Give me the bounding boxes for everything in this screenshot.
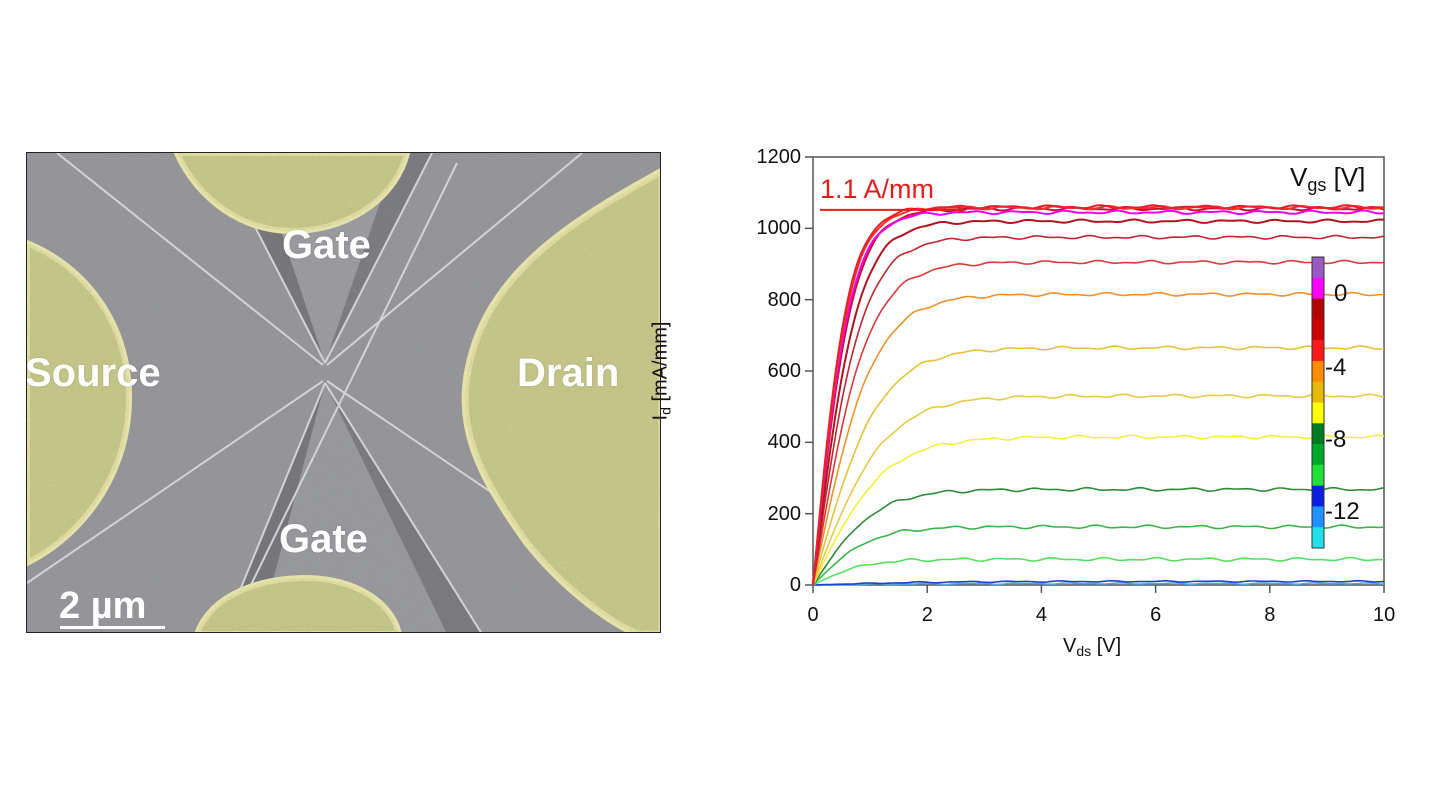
colorbar-segment [1312,506,1324,528]
colorbar-segment [1312,319,1324,341]
x-tick-label: 10 [1373,604,1396,626]
y-tick-label: 600 [767,360,801,382]
label-source: Source [26,351,161,395]
scale-bar-label: 2 µm [59,585,147,627]
label-gate-top: Gate [282,223,371,267]
y-tick-label: 1200 [756,146,802,168]
label-drain: Drain [517,351,620,395]
y-tick-label: 400 [767,431,801,454]
iv-curve [812,393,1385,586]
iv-curve [812,524,1385,586]
y-tick-label: 800 [767,288,801,311]
sem-micrograph: Gate Gate Source Drain 2 µm [26,152,661,633]
x-tick-label: 4 [1035,604,1048,626]
scale-bar [60,626,165,629]
colorbar-tick-minus8: -8 [1325,426,1347,453]
iv-curve [812,345,1385,586]
x-axis-title: Vds [V] [1063,635,1122,659]
x-tick-label: 0 [807,604,819,626]
iv-curve [812,291,1384,586]
colorbar-segment [1312,423,1324,445]
colorbar-segment [1312,527,1324,549]
iv-curve [812,556,1385,586]
y-tick-label: 0 [789,574,801,596]
colorbar-segment [1312,485,1324,507]
x-tick-label: 6 [1150,604,1162,626]
colorbar-segment [1312,257,1324,279]
colorbar-segment [1312,444,1324,466]
colorbar-tick-minus4: -4 [1325,354,1347,381]
y-axis-title: Id [mA/mm] [649,321,674,421]
y-tick-label: 1000 [756,217,802,240]
y-tick-label: 200 [767,502,801,525]
sem-structure [27,153,660,632]
colorbar-segment [1312,277,1324,300]
x-tick-label: 2 [921,604,933,626]
iv-curve [812,234,1385,586]
colorbar-segment [1312,402,1324,424]
colorbar-segment [1312,340,1324,362]
iv-curve [812,579,1385,586]
x-tick-label: 8 [1264,604,1276,626]
colorbar-title: Vgs [V] [1290,162,1366,195]
colorbar-tick-0: 0 [1334,280,1348,307]
colorbar-segment [1312,298,1324,320]
label-gate-bottom: Gate [279,517,368,561]
iv-curve [813,582,1385,586]
colorbar-tick-minus12: -12 [1325,498,1360,525]
iv-curve [812,434,1385,586]
iv-curve [812,486,1385,586]
colorbar-frame [1311,256,1325,549]
max-current-annotation: 1.1 A/mm [820,174,935,204]
colorbar-segment [1312,381,1324,403]
iv-curve [812,218,1385,586]
colorbar-segment [1312,360,1324,383]
iv-curve [812,204,1385,586]
iv-curve [812,259,1385,586]
iv-curve [812,204,1384,586]
colorbar-segment [1312,464,1324,487]
iv-curve [812,209,1385,586]
